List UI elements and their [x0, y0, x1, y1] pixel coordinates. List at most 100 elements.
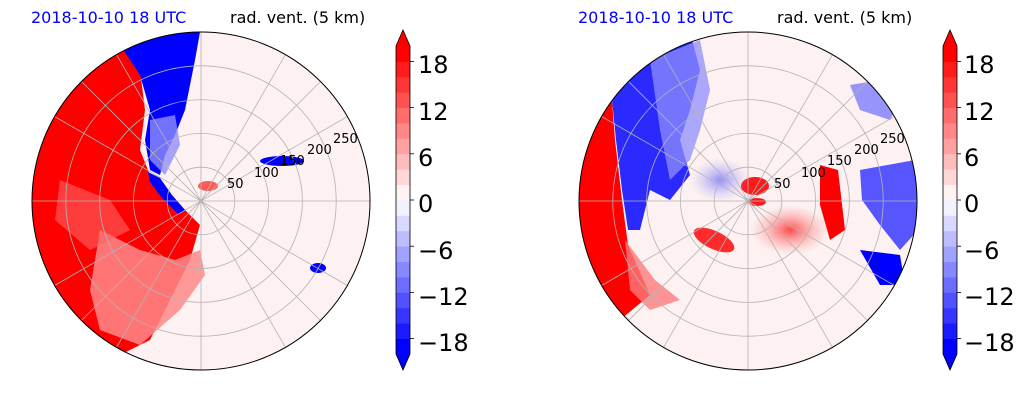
- left-colorbar-band-9: [396, 200, 410, 216]
- right-colorbar-band-6: [943, 246, 957, 262]
- left-colorbar-band-3: [396, 292, 410, 309]
- right-colorbar-tick-12: 12: [964, 98, 995, 126]
- left-title-date: 2018-10-10 18 UTC: [31, 8, 186, 27]
- right-grid: [579, 32, 917, 370]
- left-colorbar-extend-max: [396, 30, 410, 46]
- left-colorbar-band-2: [396, 307, 410, 324]
- left-colorbar-band-5: [396, 261, 410, 278]
- right-colorbar-band-3: [943, 292, 957, 309]
- left-grid: [32, 32, 370, 370]
- right-ring-labels: 50 100 150 200 250: [774, 132, 905, 192]
- left-colorbar-band-15: [396, 107, 410, 124]
- right-colorbar-band-1: [943, 323, 957, 339]
- right-colorbar-band-0: [943, 338, 957, 355]
- right-pink-edge: [625, 240, 680, 310]
- left-colorbar-band-12: [396, 153, 410, 170]
- left-ring-label-200: 200: [307, 143, 332, 158]
- left-blue-spiral: [148, 172, 185, 214]
- left-colorbar-tick-minus-12: −12: [418, 283, 469, 311]
- right-colorbar-band-8: [943, 215, 957, 232]
- left-colorbar-band-11: [396, 169, 410, 185]
- right-colorbar-band-7: [943, 230, 957, 247]
- left-colorbar-bands: [395, 29, 414, 371]
- left-panel: 2018-10-10 18 UTC rad. vent. (5 km): [31, 8, 469, 371]
- left-colorbar-tick-18: 18: [418, 51, 449, 79]
- right-colorbar-band-12: [943, 153, 957, 170]
- left-colorbar-band-10: [396, 184, 410, 201]
- left-colorbar-band-1: [396, 323, 410, 339]
- right-colorbar-band-10: [943, 184, 957, 201]
- left-colorbar-band-14: [396, 123, 410, 139]
- left-colorbar-outline: [395, 29, 411, 371]
- left-colorbar-tick-6: 6: [418, 144, 433, 172]
- right-colorbar-band-2: [943, 307, 957, 324]
- left-colorbar-band-4: [396, 277, 410, 293]
- left-colorbar-tick-labels: 18 12 6 0 −6 −12 −18: [418, 51, 469, 357]
- right-colorbar-bands: [942, 29, 961, 371]
- right-colorbar-tick-0: 0: [964, 190, 979, 218]
- right-colorbar-tick-minus-6: −6: [964, 237, 999, 265]
- right-colorbar-tick-labels: 18 12 6 0 −6 −12 −18: [964, 51, 1015, 357]
- left-colorbar-band-0: [396, 338, 410, 355]
- left-colorbar-band-6: [396, 246, 410, 262]
- left-colorbar-band-16: [396, 92, 410, 108]
- right-colorbar-band-14: [943, 123, 957, 139]
- left-colorbar-band-7: [396, 230, 410, 247]
- right-colorbar-band-18: [943, 61, 957, 78]
- left-pink-streak: [55, 180, 130, 250]
- right-colorbar-band-17: [943, 76, 957, 93]
- left-title-variable: rad. vent. (5 km): [230, 8, 365, 27]
- right-colorbar-extend-max: [943, 30, 957, 46]
- left-colorbar-tick-minus-18: −18: [418, 329, 469, 357]
- left-colorbar-band-8: [396, 215, 410, 232]
- right-colorbar-band-15: [943, 107, 957, 124]
- right-colorbar-band-4: [943, 277, 957, 293]
- right-blue-southeast: [860, 250, 905, 285]
- right-colorbar-band-5: [943, 261, 957, 278]
- left-polar-plot: 50 100 150 200 250: [31, 31, 371, 371]
- right-red-cell-southwest: [693, 227, 735, 253]
- right-ring-label-100: 100: [801, 166, 826, 181]
- right-colorbar-band-19: [943, 46, 957, 62]
- left-colorbar-tick-minus-6: −6: [418, 237, 453, 265]
- right-plot-boundary: [578, 31, 918, 371]
- left-ring-label-100: 100: [254, 166, 279, 181]
- right-colorbar-tick-18: 18: [964, 51, 995, 79]
- right-colorbar-tick-minus-18: −18: [964, 329, 1015, 357]
- left-ring-labels: 50 100 150 200 250: [227, 132, 358, 192]
- left-blue-band: [110, 32, 200, 175]
- right-ring-label-150: 150: [827, 154, 852, 169]
- right-colorbar-tick-6: 6: [964, 144, 979, 172]
- left-colorbar-band-13: [396, 138, 410, 155]
- right-title-date: 2018-10-10 18 UTC: [578, 8, 733, 27]
- right-panel: 2018-10-10 18 UTC rad. vent. (5 km): [578, 8, 1015, 371]
- right-blue-east: [860, 160, 917, 250]
- right-colorbar-band-13: [943, 138, 957, 155]
- right-blue-patch: [690, 158, 750, 202]
- left-plot-boundary: [31, 31, 371, 371]
- left-colorbar-band-18: [396, 61, 410, 78]
- right-title-variable: rad. vent. (5 km): [777, 8, 912, 27]
- right-ring-label-250: 250: [880, 132, 905, 147]
- right-colorbar-extend-min: [943, 354, 957, 370]
- right-colorbar-band-16: [943, 92, 957, 108]
- left-colorbar-tick-0: 0: [418, 190, 433, 218]
- right-pink-patch: [750, 205, 830, 255]
- right-spoke-150: [663, 54, 833, 348]
- right-ring-label-200: 200: [854, 143, 879, 158]
- right-ring-label-50: 50: [774, 177, 791, 192]
- left-colorbar-extend-min: [396, 354, 410, 370]
- left-colorbar: 18 12 6 0 −6 −12 −18: [395, 29, 469, 371]
- right-blue-fringe: [650, 40, 710, 180]
- right-colorbar-band-11: [943, 169, 957, 185]
- right-polar-plot: 50 100 150 200 250: [578, 31, 918, 371]
- right-colorbar-band-9: [943, 200, 957, 216]
- left-ring-label-250: 250: [333, 132, 358, 147]
- right-colorbar: 18 12 6 0 −6 −12 −18: [942, 29, 1015, 371]
- right-colorbar-outline: [942, 29, 958, 371]
- left-blue-fringe: [150, 115, 180, 175]
- left-colorbar-tick-12: 12: [418, 98, 449, 126]
- left-ring-label-50: 50: [227, 177, 244, 192]
- left-ring-label-150: 150: [280, 154, 305, 169]
